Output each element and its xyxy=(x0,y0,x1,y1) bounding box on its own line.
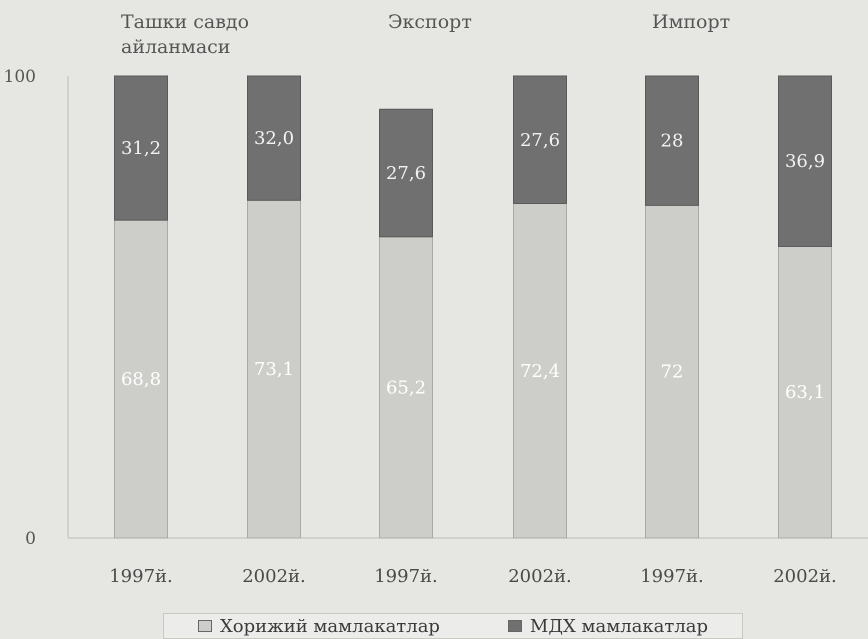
legend-item-cis: МДХ мамлакатлар xyxy=(507,615,709,637)
data-label-foreign: 68,8 xyxy=(121,369,161,390)
group-title-export: Экспорт xyxy=(388,11,472,33)
x-tick-label: 2002й. xyxy=(508,566,572,587)
x-tick-label: 2002й. xyxy=(773,566,837,587)
x-tick-label: 1997й. xyxy=(640,566,704,587)
legend-swatch-foreign xyxy=(197,620,212,632)
bar-cis xyxy=(513,75,567,205)
y-tick-label: 0 xyxy=(25,529,36,549)
data-label-cis: 27,6 xyxy=(520,130,560,151)
bar-cis xyxy=(645,75,699,206)
bar-foreign xyxy=(513,203,567,539)
bar-foreign xyxy=(379,236,433,539)
group-title-import: Импорт xyxy=(652,11,731,33)
data-label-cis: 28 xyxy=(661,131,684,152)
bar-foreign xyxy=(778,245,832,539)
legend: Хорижий мамлакатлар МДХ мамлакатлар xyxy=(163,613,743,639)
bar-cis xyxy=(778,75,832,247)
data-label-foreign: 63,1 xyxy=(785,382,825,403)
x-tick-label: 1997й. xyxy=(109,566,173,587)
data-label-foreign: 65,2 xyxy=(386,377,426,398)
chart: 0 100 68,8 31,2 1997й. 73,1 32,0 2002й. 65,2 27,6… xyxy=(4,67,868,587)
bar-foreign xyxy=(645,204,699,539)
data-label-cis: 27,6 xyxy=(386,163,426,184)
legend-label-cis: МДХ мамлакатлар xyxy=(529,615,709,637)
bar-cis xyxy=(247,75,301,201)
bar-cis xyxy=(114,75,168,221)
legend-label-foreign: Хорижий мамлакатлар xyxy=(219,615,440,637)
bar-foreign xyxy=(247,199,301,539)
legend-swatch-cis xyxy=(507,620,522,632)
data-label-cis: 36,9 xyxy=(785,151,825,172)
data-label-foreign: 72 xyxy=(661,362,684,383)
data-label-foreign: 72,4 xyxy=(520,361,560,382)
data-label-cis: 32,0 xyxy=(254,128,294,149)
bar-cis xyxy=(379,108,433,238)
y-tick-label: 100 xyxy=(4,67,36,87)
data-label-cis: 31,2 xyxy=(121,138,161,159)
bar-foreign xyxy=(114,219,168,539)
x-tick-label: 2002й. xyxy=(242,566,306,587)
legend-item-foreign: Хорижий мамлакатлар xyxy=(197,615,440,637)
x-tick-label: 1997й. xyxy=(374,566,438,587)
data-label-foreign: 73,1 xyxy=(254,359,294,380)
group-title-trade: Ташки савдо айланмаси xyxy=(121,11,250,58)
